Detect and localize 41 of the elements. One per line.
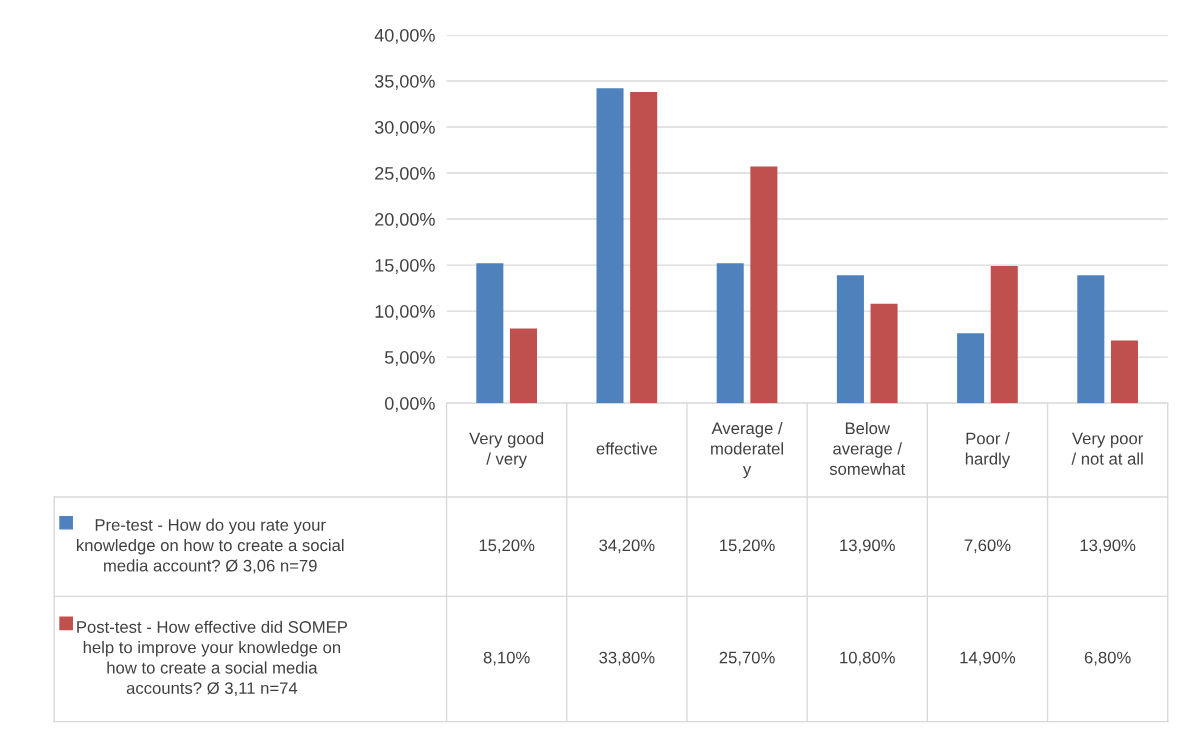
y-tick-label: 30,00%: [374, 120, 435, 136]
data-label: 14,90%: [960, 651, 1016, 666]
data-label: 15,20%: [720, 539, 775, 554]
legend-label: Pre-test - How do you rate your knowledge on how to create a social media account? Ø 3,06 n=79: [76, 518, 344, 574]
x-tick-label: Below average / somewhat: [829, 421, 906, 475]
bar: [1110, 340, 1138, 404]
data-label: 10,80%: [840, 651, 895, 666]
bar: [957, 333, 985, 404]
y-tick-label: 0,00%: [384, 397, 435, 412]
bar: [870, 303, 898, 404]
x-tick-label: Very good / very: [469, 432, 544, 469]
y-tick-label: 40,00%: [374, 28, 435, 44]
data-label: 15,20%: [479, 539, 535, 554]
data-label: 33,80%: [599, 651, 655, 666]
data-label: 13,90%: [1080, 539, 1136, 554]
bar: [836, 275, 864, 404]
bar: [1077, 275, 1105, 404]
y-tick-label: 35,00%: [374, 74, 435, 90]
bar: [509, 328, 537, 404]
bar: [990, 266, 1018, 404]
data-label: 34,20%: [599, 539, 655, 554]
data-label: 13,90%: [840, 539, 895, 554]
bar: [750, 166, 778, 404]
legend-label: Post-test - How effective did SOMEP help to improve your knowledge on how to create a social media accounts? Ø 3,11 n=74: [77, 620, 348, 696]
x-tick-label: Average / moderatel y: [711, 421, 783, 479]
bar: [716, 263, 744, 404]
y-tick-label: 10,00%: [375, 305, 435, 320]
data-label: 8,10%: [483, 651, 530, 666]
y-tick-label: 15,00%: [375, 259, 435, 274]
x-tick-label: Very poor / not at all: [1071, 432, 1144, 465]
data-label: 25,70%: [719, 651, 775, 666]
bar: [630, 92, 658, 404]
bar: [476, 263, 504, 404]
x-tick-label: Poor / hardly: [965, 432, 1011, 469]
bar: [596, 88, 624, 404]
data-label: 7,60%: [964, 539, 1011, 554]
x-tick-label: effective: [596, 442, 657, 455]
data-label: 6,80%: [1084, 651, 1131, 666]
y-tick-label: 20,00%: [375, 213, 435, 228]
y-tick-label: 25,00%: [375, 166, 435, 182]
y-tick-label: 5,00%: [384, 351, 435, 366]
